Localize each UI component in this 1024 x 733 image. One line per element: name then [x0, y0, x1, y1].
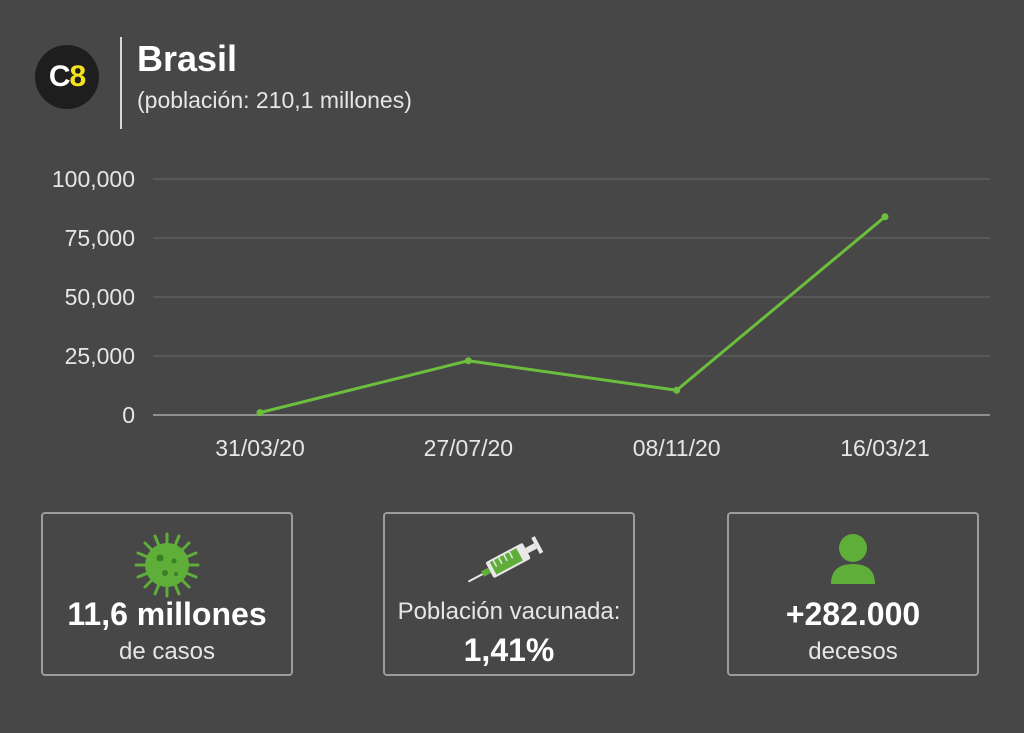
- series-line: [259, 215, 886, 415]
- x-tick-label: 08/11/20: [633, 435, 721, 461]
- x-tick-label: 16/03/21: [840, 435, 930, 461]
- logo-letter: C: [48, 60, 71, 93]
- virus-icon: [43, 530, 291, 600]
- vaccination-value: 1,41%: [463, 632, 555, 668]
- logo-number: 8: [69, 60, 86, 93]
- y-tick-label: 0: [122, 402, 135, 428]
- header-divider: [120, 37, 122, 129]
- vaccination-label: Población vacunada:: [397, 598, 621, 625]
- deaths-value: +282.000: [785, 596, 921, 632]
- deaths-card: +282.000 decesos: [727, 512, 979, 676]
- line-chart: 0 25,000 50,000 75,000 100,000 31/03/20 27/07/…: [52, 166, 990, 461]
- cases-value: 11,6 millones: [67, 596, 267, 632]
- data-point: [673, 386, 681, 394]
- page-subtitle: (población: 210,1 millones): [137, 87, 412, 113]
- x-tick-label: 31/03/20: [215, 435, 305, 461]
- page-title: Brasil: [137, 38, 238, 79]
- y-tick-label: 75,000: [65, 225, 135, 251]
- data-point: [464, 357, 472, 365]
- deaths-label: decesos: [808, 638, 898, 665]
- person-icon: [729, 530, 977, 600]
- cases-card: 11,6 millones de casos: [41, 512, 293, 676]
- y-tick-label: 50,000: [65, 284, 135, 310]
- y-tick-label: 100,000: [52, 166, 135, 192]
- vaccination-card: Población vacunada: 1,41%: [383, 512, 635, 676]
- data-point: [881, 213, 889, 221]
- x-tick-label: 27/07/20: [424, 435, 514, 461]
- cases-label: de casos: [118, 638, 216, 665]
- syringe-icon: [385, 530, 633, 600]
- y-tick-label: 25,000: [65, 343, 135, 369]
- data-point: [256, 409, 264, 417]
